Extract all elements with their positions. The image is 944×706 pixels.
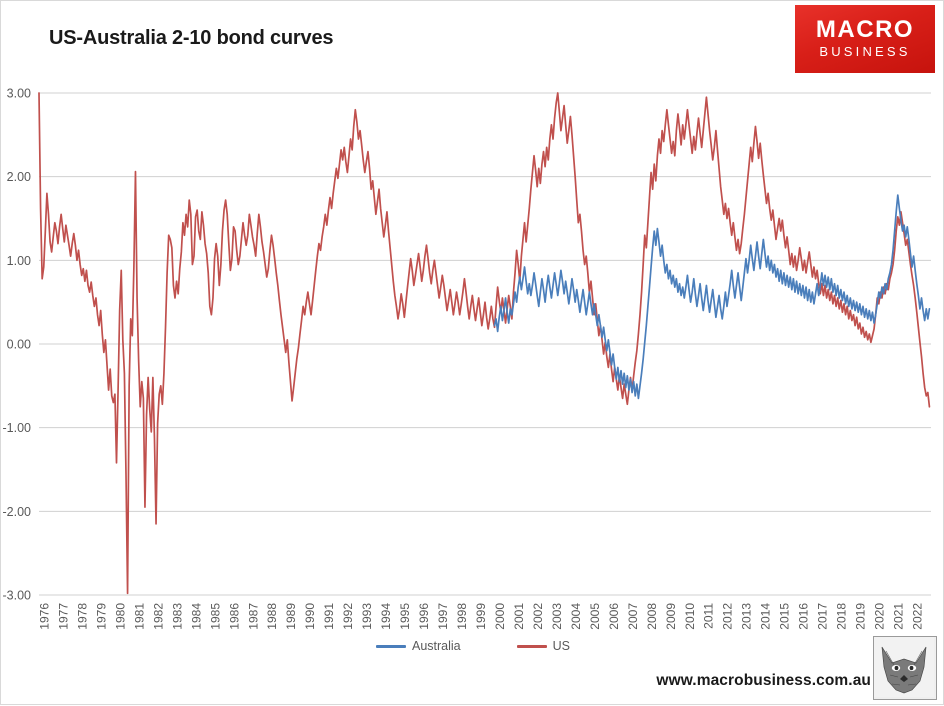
x-axis-tick-label: 1988 — [265, 603, 279, 630]
x-axis-tick-label: 1989 — [284, 603, 298, 630]
fox-head-icon — [873, 636, 937, 700]
y-axis-tick-label: 3.00 — [7, 87, 31, 101]
x-axis-tick-label: 1985 — [208, 603, 222, 630]
x-axis-tick-label: 2005 — [588, 603, 602, 630]
x-axis-tick-label: 2022 — [911, 603, 925, 630]
x-axis-tick-label: 1979 — [94, 603, 108, 630]
y-axis-tick-label: -3.00 — [3, 589, 32, 603]
page-title: US-Australia 2-10 bond curves — [49, 27, 334, 49]
x-axis-tick-label: 2019 — [854, 603, 868, 630]
legend-swatch-us — [516, 644, 547, 648]
x-axis-tick-label: 2003 — [550, 603, 564, 630]
x-axis-tick-label: 2018 — [835, 603, 849, 630]
y-axis-tick-label: -1.00 — [3, 421, 32, 435]
x-axis-tick-label: 2015 — [778, 603, 792, 630]
x-axis-tick-label: 2013 — [740, 603, 754, 630]
legend-swatch-australia — [375, 644, 406, 648]
x-axis-tick-label: 1998 — [455, 603, 469, 630]
y-axis-tick-label: 1.00 — [7, 254, 31, 268]
x-axis-tick-label: 1993 — [360, 603, 374, 630]
x-axis-tick-label: 1977 — [56, 603, 70, 630]
x-axis-tick-label: 1999 — [474, 603, 488, 630]
x-axis-tick-label: 2007 — [626, 603, 640, 630]
x-axis-tick-label: 2006 — [607, 603, 621, 630]
brand-logo-macro: MACRO — [815, 16, 915, 44]
x-axis-tick-label: 2017 — [816, 603, 830, 630]
x-axis-tick-label: 1990 — [303, 603, 317, 630]
x-axis-tick-label: 1997 — [436, 603, 450, 630]
legend-label: Australia — [411, 639, 461, 653]
series-line-australia — [493, 194, 931, 400]
x-axis-tick-label: 1987 — [246, 603, 260, 630]
x-axis-tick-label: 1984 — [189, 603, 203, 630]
x-axis-tick-label: 2012 — [721, 603, 735, 630]
y-axis-tick-label: 0.00 — [7, 338, 31, 352]
x-axis-labels: 1976 1977 1978 1979 1980 1981 1982 1983 1984 1985… — [37, 603, 924, 630]
x-axis-tick-label: 2021 — [892, 603, 906, 630]
x-axis-tick-label: 2004 — [569, 603, 583, 630]
x-axis-tick-label: 1981 — [132, 603, 146, 630]
legend-item-us[interactable]: US — [516, 639, 570, 653]
series-line-us — [38, 92, 931, 595]
x-axis-tick-label: 1995 — [398, 603, 412, 630]
legend-item-australia[interactable]: Australia — [375, 639, 461, 653]
x-axis-tick-label: 2010 — [683, 603, 697, 630]
x-axis-tick-label: 2001 — [512, 603, 526, 630]
gridlines — [39, 92, 931, 596]
x-axis-tick-label: 1996 — [417, 603, 431, 630]
legend-label: US — [552, 639, 570, 653]
x-axis-tick-label: 1978 — [75, 603, 89, 630]
brand-logo-business: BUSINESS — [819, 43, 911, 59]
x-axis-tick-label: 1991 — [322, 603, 336, 630]
x-axis-tick-label: 2011 — [702, 603, 716, 629]
x-axis-tick-label: 1980 — [113, 603, 127, 630]
site-url: www.macrobusiness.com.au — [656, 672, 871, 689]
x-axis-tick-label: 2002 — [531, 603, 545, 630]
y-axis-tick-label: 2.00 — [7, 170, 31, 184]
x-axis-tick-label: 1983 — [170, 603, 184, 630]
x-axis-tick-label: 2014 — [759, 603, 773, 630]
brand-logo: MACRO BUSINESS — [795, 5, 935, 73]
x-axis-tick-label: 1992 — [341, 603, 355, 630]
series-lines — [38, 92, 931, 595]
chart-legend: Australia US — [1, 639, 944, 653]
x-axis-tick-label: 2020 — [873, 603, 887, 630]
y-axis-labels: 3.00 2.00 1.00 0.00 -1.00 -2.00 -3.00 — [3, 87, 32, 603]
x-axis-tick-label: 2016 — [797, 603, 811, 630]
x-axis-tick-label: 1994 — [379, 603, 393, 630]
x-axis-tick-label: 2008 — [645, 603, 659, 630]
x-axis-tick-label: 1982 — [151, 603, 165, 630]
x-axis-tick-label: 2009 — [664, 603, 678, 630]
x-axis-tick-label: 1986 — [227, 603, 241, 630]
y-axis-tick-label: -2.00 — [3, 505, 32, 519]
x-axis-tick-label: 2000 — [493, 603, 507, 630]
x-axis-tick-label: 1976 — [37, 603, 51, 630]
